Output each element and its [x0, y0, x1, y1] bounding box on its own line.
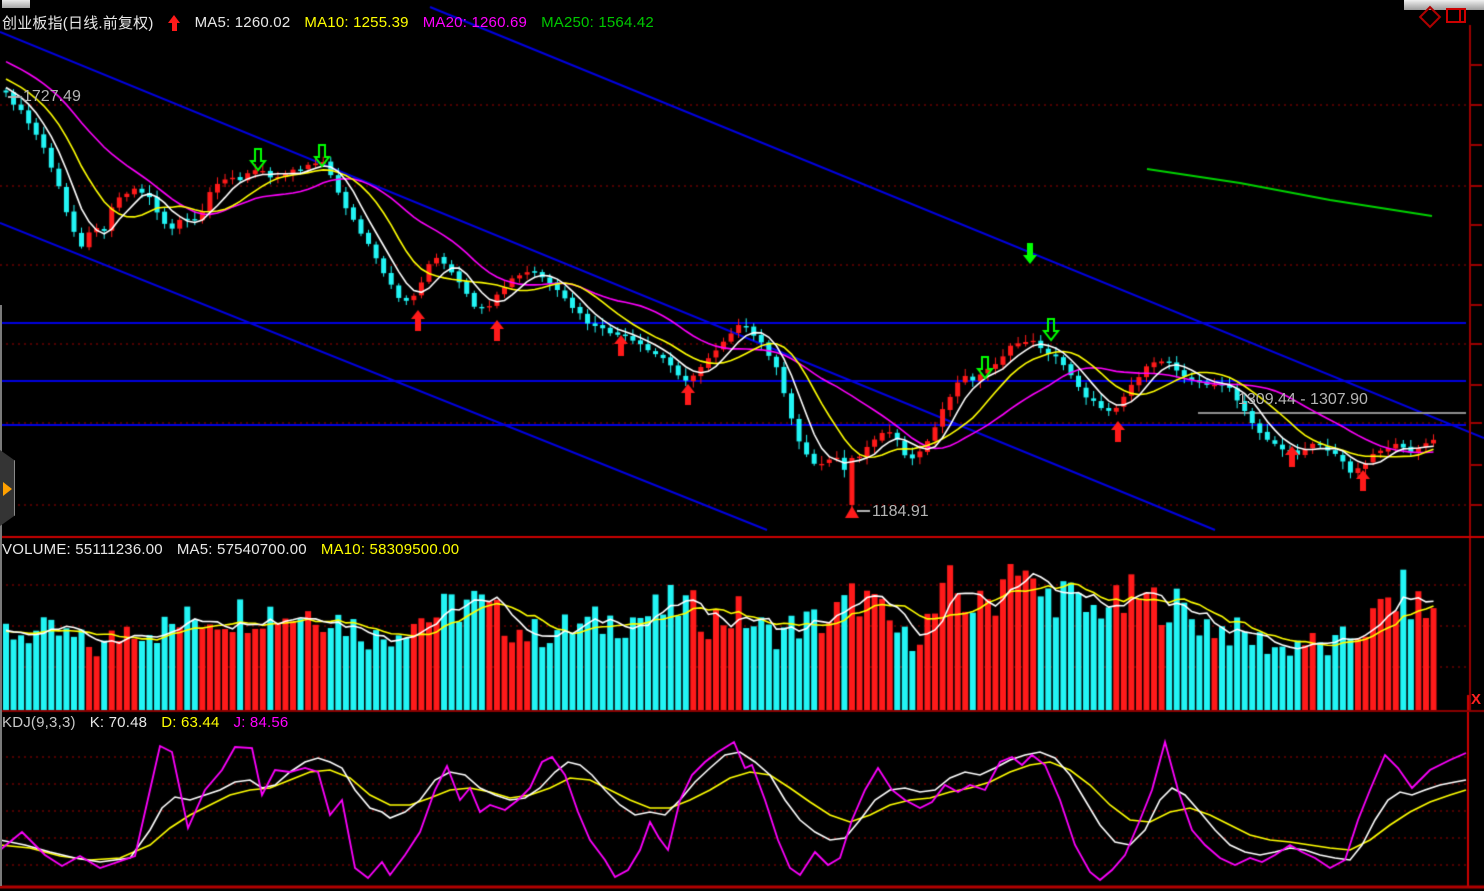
expand-arrow-icon [3, 482, 12, 496]
kdj-j-value: J: 84.56 [233, 714, 289, 731]
volume-value: VOLUME: 55111236.00 [2, 541, 163, 558]
kdj-name: KDJ(9,3,3) [2, 714, 76, 731]
main-chart-header: 创业板指(日线.前复权) MA5: 1260.02 MA10: 1255.39 … [2, 12, 654, 33]
kdj-header: KDJ(9,3,3) K: 70.48 D: 63.44 J: 84.56 [2, 714, 288, 731]
ma10-value: MA10: 1255.39 [304, 14, 409, 31]
ma250-value: MA250: 1564.42 [541, 14, 654, 31]
split-window-icon[interactable] [1446, 8, 1466, 23]
indicator-close-button[interactable]: X [1471, 691, 1482, 708]
low-price-label: 1184.91 [872, 503, 929, 520]
volume-header: VOLUME: 55111236.00 MA5: 57540700.00 MA1… [2, 541, 459, 558]
window-edge-line [0, 305, 2, 886]
hline-price-label: 1309.44 - 1307.90 [1238, 391, 1368, 408]
high-price-label: 1727.49 [23, 88, 81, 105]
ma5-value: MA5: 1260.02 [194, 14, 291, 31]
volume-ma10-value: MA10: 58309500.00 [320, 541, 460, 558]
window-edge-fragment-left [2, 0, 30, 8]
volume-ma5-value: MA5: 57540700.00 [176, 541, 307, 558]
ma20-value: MA20: 1260.69 [422, 14, 528, 31]
sidebar-expand-handle[interactable] [0, 450, 15, 526]
window-titlebar-fragment [1404, 0, 1484, 10]
up-arrow-icon [167, 14, 181, 31]
kdj-k-value: K: 70.48 [89, 714, 148, 731]
kdj-d-value: D: 63.44 [161, 714, 220, 731]
instrument-title: 创业板指(日线.前复权) [2, 15, 154, 32]
